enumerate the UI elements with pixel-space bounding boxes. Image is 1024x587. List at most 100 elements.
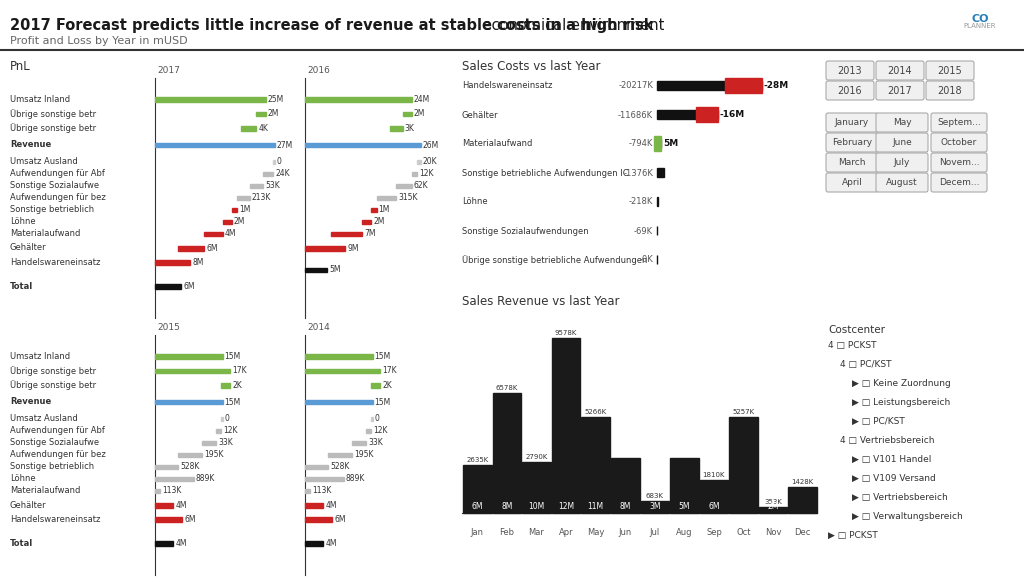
- Bar: [372, 417, 373, 421]
- Text: Materialaufwand: Materialaufwand: [10, 229, 80, 238]
- Text: 2017 Forecast predicts little increase of revenue at stable costs in a high risk: 2017 Forecast predicts little increase o…: [10, 18, 653, 33]
- Bar: [611, 458, 640, 513]
- Bar: [155, 464, 178, 469]
- Text: May: May: [893, 118, 911, 127]
- Text: Costcenter: Costcenter: [828, 325, 885, 335]
- Bar: [670, 458, 698, 513]
- Text: 1810K: 1810K: [702, 472, 725, 478]
- Bar: [699, 480, 728, 513]
- Bar: [155, 477, 194, 481]
- Text: 2M: 2M: [233, 217, 245, 227]
- Text: 10M: 10M: [528, 502, 545, 511]
- Text: 17K: 17K: [232, 366, 247, 375]
- Text: -218K: -218K: [629, 197, 653, 207]
- Text: Total: Total: [10, 282, 33, 291]
- Text: -794K: -794K: [629, 140, 653, 149]
- FancyBboxPatch shape: [931, 153, 987, 172]
- Bar: [155, 517, 182, 522]
- Bar: [463, 465, 492, 513]
- Text: Novem...: Novem...: [939, 158, 979, 167]
- Bar: [155, 354, 222, 359]
- Bar: [493, 393, 521, 513]
- Bar: [389, 126, 402, 130]
- Text: Septem...: Septem...: [937, 118, 981, 127]
- Bar: [305, 541, 324, 546]
- FancyBboxPatch shape: [826, 61, 874, 80]
- Text: Feb: Feb: [500, 528, 514, 537]
- Text: Sonstige Sozialaufwe: Sonstige Sozialaufwe: [10, 181, 99, 190]
- Text: economical environment: economical environment: [478, 18, 665, 33]
- Text: Sales Revenue vs last Year: Sales Revenue vs last Year: [462, 295, 620, 308]
- Text: 53K: 53K: [265, 181, 280, 190]
- Text: 6M: 6M: [334, 515, 346, 524]
- FancyBboxPatch shape: [876, 81, 924, 100]
- Bar: [729, 417, 758, 513]
- Text: 353K: 353K: [764, 498, 782, 505]
- Text: 2015: 2015: [157, 323, 180, 332]
- Text: Aufwendungen für bez: Aufwendungen für bez: [10, 193, 105, 202]
- Bar: [263, 171, 273, 176]
- Text: 2017: 2017: [888, 86, 912, 96]
- Text: 15M: 15M: [224, 397, 241, 407]
- Text: 2017: 2017: [157, 66, 180, 75]
- Text: 4M: 4M: [175, 539, 186, 548]
- Text: Übrige sonstige betr: Übrige sonstige betr: [10, 380, 96, 390]
- Text: ▶ □ Verwaltungsbereich: ▶ □ Verwaltungsbereich: [852, 512, 963, 521]
- Text: 2014: 2014: [307, 323, 330, 332]
- Text: Löhne: Löhne: [10, 217, 36, 226]
- Text: Aufwendungen für Abf: Aufwendungen für Abf: [10, 426, 104, 435]
- Text: 25M: 25M: [267, 95, 284, 104]
- Text: 5266K: 5266K: [585, 409, 607, 415]
- Bar: [582, 417, 610, 513]
- Text: 6M: 6M: [207, 244, 218, 253]
- Text: -69K: -69K: [634, 227, 653, 235]
- Text: 3M: 3M: [649, 502, 660, 511]
- Text: January: January: [835, 118, 869, 127]
- Text: Gehälter: Gehälter: [10, 501, 47, 510]
- Text: 2016: 2016: [307, 66, 330, 75]
- Bar: [657, 168, 665, 177]
- Text: Materialaufwand: Materialaufwand: [10, 486, 80, 495]
- Text: 889K: 889K: [196, 474, 215, 483]
- Text: 213K: 213K: [252, 193, 271, 203]
- Text: Aufwendungen für bez: Aufwendungen für bez: [10, 450, 105, 459]
- Text: August: August: [886, 178, 918, 187]
- FancyBboxPatch shape: [826, 153, 878, 172]
- Text: Sonstige Sozialaufwendungen: Sonstige Sozialaufwendungen: [462, 227, 589, 235]
- Text: Total: Total: [10, 539, 33, 548]
- Text: 5M: 5M: [664, 139, 678, 148]
- Bar: [640, 501, 669, 513]
- FancyBboxPatch shape: [926, 61, 974, 80]
- Bar: [237, 195, 250, 200]
- Bar: [250, 184, 263, 188]
- Text: 15M: 15M: [375, 352, 391, 361]
- Text: Umsatz Inland: Umsatz Inland: [10, 352, 70, 360]
- FancyBboxPatch shape: [876, 113, 928, 132]
- Text: Umsatz Ausland: Umsatz Ausland: [10, 414, 78, 423]
- Bar: [331, 232, 362, 236]
- Text: 889K: 889K: [346, 474, 366, 483]
- Bar: [305, 517, 333, 522]
- Text: 9578K: 9578K: [555, 330, 578, 336]
- Text: 2016: 2016: [838, 86, 862, 96]
- Bar: [221, 383, 230, 387]
- Bar: [241, 126, 256, 130]
- Text: Übrige sonstige betriebliche Aufwendungen: Übrige sonstige betriebliche Aufwendunge…: [462, 255, 647, 265]
- Bar: [155, 541, 173, 546]
- Bar: [305, 369, 380, 373]
- Text: 195K: 195K: [354, 450, 374, 460]
- Bar: [522, 462, 551, 513]
- Bar: [205, 232, 222, 236]
- Bar: [305, 354, 373, 359]
- Text: ▶ □ PCKST: ▶ □ PCKST: [828, 531, 878, 540]
- FancyBboxPatch shape: [876, 153, 928, 172]
- Text: 20K: 20K: [423, 157, 437, 166]
- Text: 4 □ PC/KST: 4 □ PC/KST: [840, 360, 892, 369]
- Bar: [202, 441, 216, 445]
- Text: 17K: 17K: [382, 366, 397, 375]
- Text: Handelswareneinsatz: Handelswareneinsatz: [10, 515, 100, 524]
- Bar: [178, 246, 205, 251]
- Text: Sep: Sep: [706, 528, 722, 537]
- Text: 4M: 4M: [175, 501, 186, 510]
- Text: October: October: [941, 138, 977, 147]
